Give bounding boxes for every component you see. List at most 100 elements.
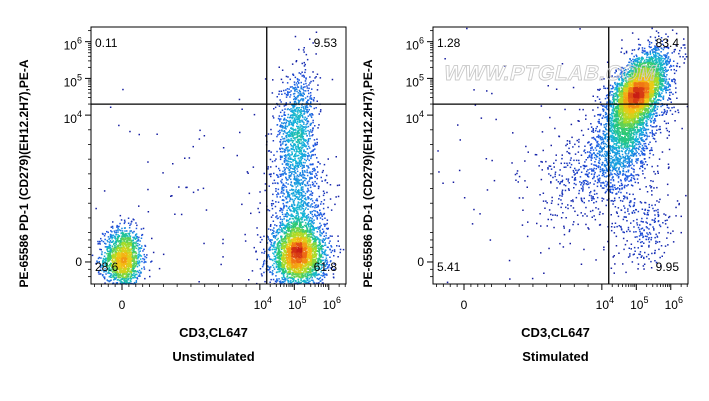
event-dot — [286, 155, 288, 157]
event-dot — [286, 108, 289, 111]
event-dot — [115, 277, 117, 279]
event-dot — [99, 243, 101, 245]
event-dot — [302, 155, 305, 157]
event-dot — [134, 238, 137, 240]
event-dot — [287, 230, 290, 233]
event-dot — [292, 233, 295, 235]
event-dot — [260, 273, 263, 275]
event-dot — [130, 275, 132, 277]
event-dot — [107, 231, 109, 234]
event-dot — [315, 243, 317, 246]
event-dot — [330, 246, 333, 248]
event-dot — [314, 273, 316, 275]
event-dot — [134, 252, 137, 254]
event-dot — [115, 234, 117, 236]
event-dot — [127, 270, 129, 273]
event-dot — [122, 244, 124, 246]
event-dot — [272, 220, 275, 222]
event-dot — [326, 261, 329, 263]
event-dot — [111, 254, 113, 257]
event-dot — [127, 269, 129, 271]
event-dot — [108, 250, 110, 253]
event-dot — [135, 243, 137, 245]
event-dot — [101, 239, 103, 242]
event-dot — [303, 274, 305, 277]
event-dot — [305, 78, 307, 80]
event-dot — [292, 195, 294, 197]
event-dot — [305, 124, 307, 126]
event-dot — [319, 217, 322, 219]
event-dot — [135, 222, 137, 224]
event-dot — [119, 257, 121, 259]
event-dot — [298, 129, 300, 131]
event-dot — [114, 237, 116, 239]
event-dot — [289, 271, 292, 273]
event-dot — [281, 272, 283, 275]
event-dot — [283, 113, 285, 115]
event-dot — [302, 144, 304, 146]
event-dot — [300, 222, 302, 225]
event-dot — [300, 268, 302, 270]
event-dot — [301, 268, 304, 270]
event-dot — [291, 123, 293, 126]
event-dot — [264, 183, 267, 185]
event-dot — [280, 90, 283, 92]
event-dot — [330, 251, 332, 254]
event-dot — [289, 132, 291, 134]
event-dot — [279, 129, 281, 132]
event-dot — [271, 248, 273, 251]
event-dot — [132, 254, 134, 257]
event-dot — [306, 247, 308, 249]
event-dot — [323, 239, 325, 241]
event-dot — [298, 216, 300, 218]
event-dot — [281, 223, 284, 225]
event-dot — [135, 255, 138, 257]
event-dot — [258, 211, 261, 214]
event-dot — [303, 271, 305, 273]
event-dot — [127, 246, 129, 248]
event-dot — [293, 182, 296, 185]
event-dot — [284, 213, 286, 215]
event-dot — [298, 193, 300, 196]
event-dot — [294, 153, 297, 155]
event-dot — [289, 175, 292, 177]
event-dot — [305, 126, 307, 128]
event-dot — [120, 259, 122, 262]
event-dot — [305, 233, 307, 235]
event-dot — [322, 194, 325, 197]
event-dot — [299, 234, 301, 237]
event-dot — [253, 113, 256, 116]
event-dot — [316, 267, 318, 269]
event-dot — [286, 265, 288, 268]
event-dot — [103, 261, 105, 263]
event-dot — [120, 246, 122, 248]
event-dot — [299, 121, 301, 124]
event-dot — [288, 229, 290, 231]
event-dot — [296, 272, 299, 275]
event-dot — [285, 224, 288, 226]
event-dot — [303, 280, 306, 282]
event-dot — [301, 71, 303, 73]
event-dot — [301, 135, 303, 137]
event-dot — [280, 264, 283, 267]
event-dot — [320, 280, 322, 282]
event-dot — [290, 221, 292, 224]
event-dot — [315, 244, 318, 247]
event-dot — [285, 177, 288, 180]
event-dot — [305, 268, 307, 270]
event-dot — [314, 260, 316, 262]
event-dot — [310, 275, 313, 277]
event-dot — [291, 151, 293, 153]
event-dot — [117, 256, 120, 259]
event-dot — [130, 258, 133, 260]
event-dot — [118, 266, 120, 269]
event-dot — [306, 256, 308, 258]
event-dot — [294, 84, 296, 86]
event-dot — [277, 249, 280, 252]
event-dot — [303, 239, 306, 242]
event-dot — [278, 228, 280, 230]
event-dot — [118, 124, 120, 127]
event-dot — [302, 190, 304, 193]
event-dot — [123, 265, 125, 267]
event-dot — [273, 241, 276, 243]
